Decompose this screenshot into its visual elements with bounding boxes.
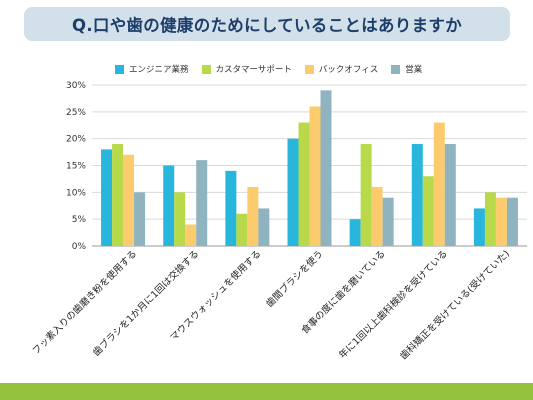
legend-label: 営業 [405,65,423,75]
legend-swatch [304,64,314,74]
bar [506,197,518,246]
legend-item: カスタマーサポート [201,63,292,75]
bar [185,224,197,246]
bar [360,144,372,246]
bar [247,186,259,246]
bar [495,197,507,246]
bar [473,208,485,246]
bar [444,144,456,246]
y-tick-label: 30% [66,81,86,91]
bar [349,219,361,246]
bar [371,186,383,246]
y-tick-label: 15% [66,162,86,172]
legend-item: 営業 [391,63,422,75]
chart-canvas: 0% 5% 10% 15% 20% 25% 30% フッ素入りの歯磨き粉を使用する歯ブラシを1… [30,81,527,362]
bar [411,144,423,246]
legend-swatch [115,64,124,74]
y-tick-label: 0% [72,242,87,252]
chart-title: Q.口や歯の健康のためにしていることはありますか [72,16,462,35]
bar [123,154,135,246]
bar [484,192,496,246]
bar [112,144,124,246]
legend-item: エンジニア業務 [115,63,189,75]
bar [174,192,186,246]
bar [422,176,434,246]
legend-label: バックオフィス [318,65,379,75]
x-category-label: 歯科矯正を受けている(受けていた) [398,248,512,362]
bar [433,122,445,246]
bar [101,149,113,246]
legend-swatch [201,64,211,74]
bar [225,170,237,246]
legend-label: カスタマーサポート [215,65,292,75]
x-category-label: 年に1回以上歯科検診を受けている [336,248,450,362]
x-category-label: 歯ブラシを1か月に1回は交換する [90,248,201,359]
y-tick-label: 10% [66,188,86,198]
chart-legend: エンジニア業務 カスタマーサポート バックオフィス 営業 [115,62,422,76]
y-tick-label: 5% [72,215,87,225]
bar [320,90,332,246]
y-tick-label: 25% [66,108,86,118]
bar [258,208,270,246]
bar [196,160,208,246]
bar [236,213,248,246]
bar [287,138,299,246]
legend-label: エンジニア業務 [129,65,189,75]
footer-accent-bar [0,383,533,400]
bar [134,192,146,246]
bar [163,165,175,246]
bar [382,197,394,246]
bar [309,106,321,246]
bar [298,122,310,246]
legend-swatch [391,64,401,74]
title-banner: Q.口や歯の健康のためにしていることはありますか [24,7,510,41]
legend-item: バックオフィス [304,63,379,75]
x-category-label: フッ素入りの歯磨き粉を使用する [30,248,139,357]
x-category-label: 歯間ブラシを使う [264,248,326,310]
y-tick-label: 20% [66,135,86,145]
